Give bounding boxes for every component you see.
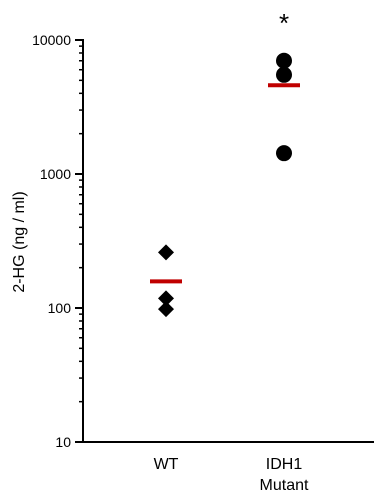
x-tick-label: IDH1 bbox=[266, 456, 303, 473]
x-tick-label: Mutant bbox=[260, 477, 309, 494]
data-point-circle bbox=[276, 53, 292, 69]
y-tick-label: 10 bbox=[55, 434, 71, 450]
data-marks bbox=[158, 53, 292, 317]
y-tick-label: 10000 bbox=[32, 32, 71, 48]
y-tick-label: 1000 bbox=[40, 166, 71, 182]
data-point-circle bbox=[276, 67, 292, 83]
axes bbox=[82, 39, 374, 443]
y-axis-title: 2-HG (ng / ml) bbox=[11, 191, 28, 292]
y-ticks: 10 100 1000 10000 bbox=[32, 32, 83, 450]
x-tick-label: WT bbox=[154, 456, 179, 473]
y-tick-label: 100 bbox=[48, 300, 72, 316]
data-point-diamond bbox=[158, 301, 174, 317]
data-point-circle bbox=[276, 145, 292, 161]
annotations: * bbox=[279, 8, 289, 38]
significance-asterisk: * bbox=[279, 8, 289, 38]
x-tick-labels: WT IDH1 Mutant bbox=[154, 456, 309, 494]
data-point-diamond bbox=[158, 244, 174, 260]
